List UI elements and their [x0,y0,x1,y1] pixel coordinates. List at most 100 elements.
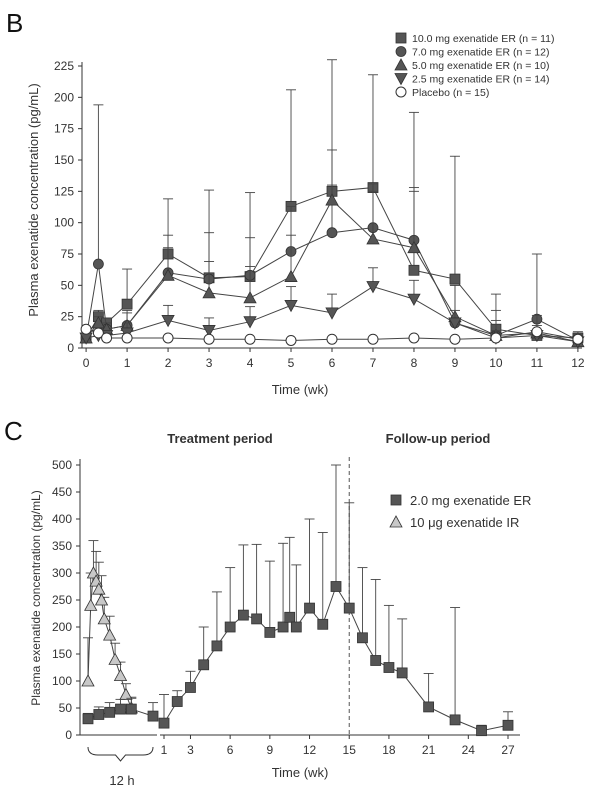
panel-c-x-axis-label: Time (wk) [272,765,329,780]
panel-c: C Plasma exenatide concentration (pg/mL)… [4,416,531,788]
data-point [476,725,487,737]
y-tick-label: 300 [52,566,72,580]
hours-bracket [87,746,154,762]
y-tick-label: 200 [54,90,74,104]
data-point [531,326,543,338]
data-point [237,609,249,621]
y-tick-label: 225 [54,59,74,73]
data-point [101,332,113,344]
data-point [572,333,584,345]
x-tick-label: 6 [227,743,234,757]
x-tick-label: 4 [247,356,254,370]
legend-marker [395,46,407,57]
panel-b-x-axis-label: Time (wk) [272,382,329,397]
data-point [408,264,420,276]
data-point [171,696,183,707]
legend-marker [394,58,408,71]
data-point [357,632,368,644]
panel-b-data [79,59,585,349]
data-point [80,323,92,335]
y-tick-label: 0 [65,728,72,742]
data-point [290,621,302,633]
data-point [383,662,395,673]
data-point [162,332,174,344]
y-tick-label: 150 [52,647,72,661]
x-tick-label: 27 [501,743,515,757]
series-line [163,585,509,732]
data-point [125,703,137,715]
y-tick-label: 50 [61,278,75,292]
data-point [113,668,128,681]
y-tick-label: 400 [52,512,72,526]
data-point [243,291,257,304]
data-point [284,269,298,282]
data-point [115,703,126,715]
data-point [97,612,111,625]
data-point [396,667,408,679]
data-point [366,281,380,294]
data-point [277,621,289,633]
data-point [326,227,338,239]
data-point [93,709,105,720]
data-point [304,602,315,614]
data-point [325,193,339,206]
data-point [370,655,382,666]
data-point [264,627,276,638]
x-tick-label: 3 [187,743,194,757]
data-point [449,714,461,726]
data-point [490,332,502,344]
x-tick-label: 8 [411,356,418,370]
legend-entry: 10 μg exenatide IR [410,515,519,530]
data-point [92,258,104,270]
data-point [147,710,159,722]
y-tick-label: 125 [54,184,74,198]
x-tick-label: 1 [161,743,168,757]
y-tick-label: 200 [52,620,72,634]
legend-entry: 5.0 mg exenatide ER (n = 10) [412,60,549,72]
legend-marker [395,86,407,98]
x-tick-label: 1 [124,356,131,370]
data-point [325,307,339,320]
x-tick-label: 2 [165,356,172,370]
data-point [366,232,380,245]
data-point [211,640,223,652]
data-point [81,674,95,687]
panel-c-legend: 2.0 mg exenatide ER 10 μg exenatide IR [389,493,531,530]
y-tick-label: 100 [54,216,74,230]
data-point [423,701,435,713]
y-tick-label: 175 [54,122,74,136]
data-point [285,334,297,346]
legend-entry: Placebo (n = 15) [412,87,489,99]
data-point [449,273,461,285]
panel-c-y-axis-label: Plasma exenatide concentration (pg/mL) [29,490,43,705]
y-tick-label: 0 [67,341,74,355]
data-point [121,332,133,344]
x-tick-label: 12 [571,356,585,370]
x-tick-label: 24 [462,743,476,757]
follow-up-period-annotation: Follow-up period [386,431,491,446]
data-point [158,717,170,729]
data-point [161,268,175,281]
x-tick-label: 21 [422,743,436,757]
panel-b-legend: 10.0 mg exenatide ER (n = 11) 7.0 mg exen… [394,32,555,99]
data-point [326,333,338,345]
data-point [343,602,355,614]
x-tick-label: 6 [329,356,336,370]
data-point [407,240,421,254]
y-tick-label: 150 [54,153,74,167]
x-tick-label: 9 [267,743,274,757]
data-point [121,298,133,310]
data-point [449,333,461,345]
data-point [198,659,210,671]
treatment-period-annotation: Treatment period [167,431,273,446]
data-point [243,316,257,329]
data-point [119,687,133,700]
x-tick-label: 12 [303,743,317,757]
legend-marker [395,32,407,44]
data-point [408,332,420,344]
data-point [202,325,216,338]
data-point [284,299,298,313]
data-point [502,719,514,731]
panel-c-data [81,464,514,737]
data-point [317,618,329,630]
